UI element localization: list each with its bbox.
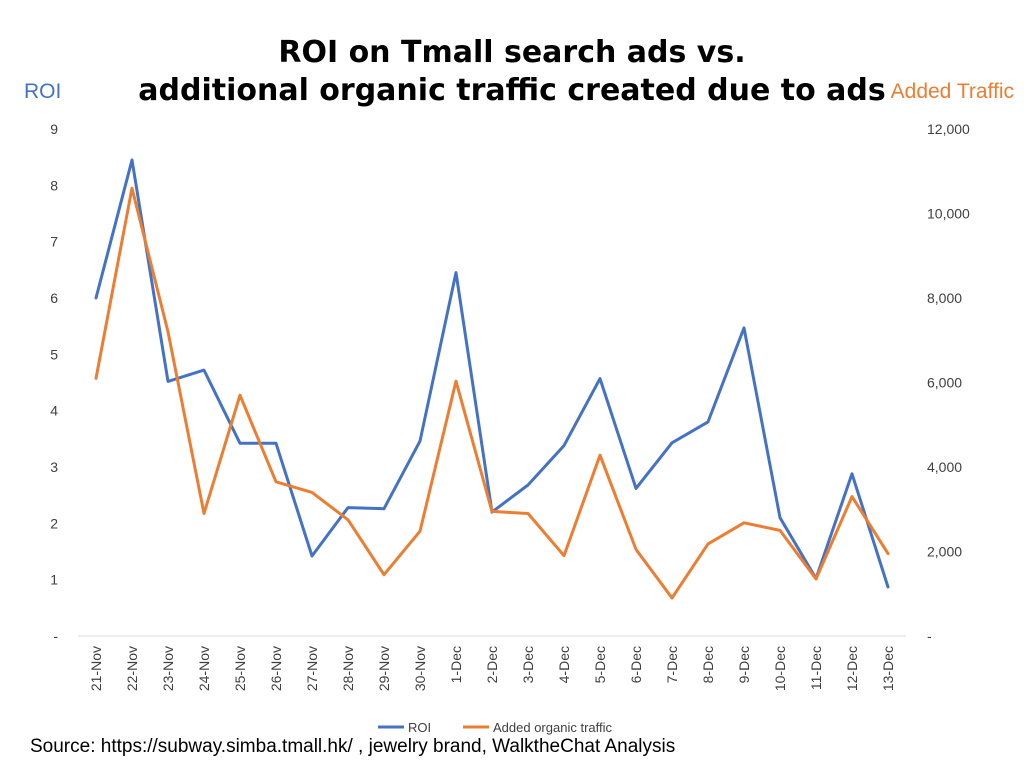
legend-roi-label: ROI xyxy=(408,720,431,735)
x-axis-ticks: 21-Nov 22-Nov 23-Nov 24-Nov 25-Nov 26-Nov 27-N… xyxy=(88,646,896,691)
right-tick-label: 4,000 xyxy=(927,459,962,475)
x-tick-label: 6-Dec xyxy=(628,646,644,683)
x-tick-label: 3-Dec xyxy=(520,646,536,683)
traffic-series-line xyxy=(94,186,890,600)
x-tick-label: 13-Dec xyxy=(880,646,896,691)
right-axis-label: Added Traffic xyxy=(891,80,1014,103)
roi-series-line xyxy=(94,158,890,589)
series-layer xyxy=(94,158,890,600)
x-tick-label: 9-Dec xyxy=(736,646,752,683)
x-tick-label: 11-Dec xyxy=(808,646,824,690)
legend: ROI Added organic traffic xyxy=(378,720,612,735)
source-note: Source: https://subway.simba.tmall.hk/ ,… xyxy=(30,736,675,757)
right-tick-label: 8,000 xyxy=(927,290,962,306)
x-tick-label: 30-Nov xyxy=(412,646,428,691)
x-tick-label: 26-Nov xyxy=(268,646,284,691)
right-tick-label: - xyxy=(927,628,932,644)
x-tick-label: 8-Dec xyxy=(700,646,716,683)
left-tick-label: 3 xyxy=(50,459,58,475)
x-tick-label: 1-Dec xyxy=(448,646,464,683)
x-tick-label: 12-Dec xyxy=(844,646,860,691)
left-tick-label: 1 xyxy=(50,572,58,588)
x-tick-label: 24-Nov xyxy=(196,646,212,691)
x-tick-label: 5-Dec xyxy=(592,646,608,683)
left-tick-label: 8 xyxy=(50,177,58,193)
x-tick-label: 22-Nov xyxy=(124,646,140,691)
x-tick-label: 4-Dec xyxy=(556,646,572,683)
x-tick-label: 29-Nov xyxy=(376,646,392,691)
legend-traffic-label: Added organic traffic xyxy=(493,720,612,735)
left-tick-label: 5 xyxy=(50,346,58,362)
left-tick-label: 6 xyxy=(50,290,58,306)
x-tick-label: 10-Dec xyxy=(772,646,788,691)
right-tick-label: 12,000 xyxy=(927,121,970,137)
left-axis-label: ROI xyxy=(24,80,61,103)
left-tick-label: 9 xyxy=(50,121,58,137)
chart-title-line-1: ROI on Tmall search ads vs. xyxy=(278,35,745,70)
right-tick-label: 10,000 xyxy=(927,206,970,222)
right-tick-label: 6,000 xyxy=(927,375,962,391)
x-tick-label: 25-Nov xyxy=(232,646,248,691)
left-tick-label: 2 xyxy=(50,515,58,531)
x-tick-label: 21-Nov xyxy=(88,646,104,691)
left-axis-ticks: - 1 2 3 4 5 6 7 8 9 xyxy=(50,121,58,644)
x-tick-label: 27-Nov xyxy=(304,646,320,691)
chart-title-line-2: additional organic traffic created due t… xyxy=(138,73,885,108)
right-axis-ticks: - 2,000 4,000 6,000 8,000 10,000 12,000 xyxy=(927,121,970,644)
left-tick-label: - xyxy=(53,628,58,644)
x-tick-label: 7-Dec xyxy=(664,646,680,683)
x-tick-label: 28-Nov xyxy=(340,646,356,691)
x-tick-label: 23-Nov xyxy=(160,646,176,691)
left-tick-label: 7 xyxy=(50,234,58,250)
left-tick-label: 4 xyxy=(50,403,58,419)
x-tick-label: 2-Dec xyxy=(484,646,500,683)
right-tick-label: 2,000 xyxy=(927,544,962,560)
